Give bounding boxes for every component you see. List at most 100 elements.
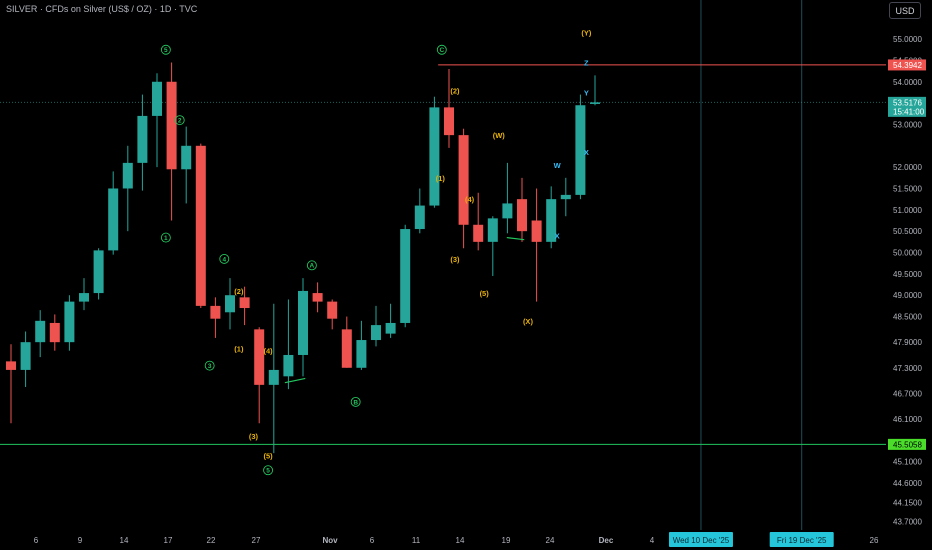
candle-body[interactable] xyxy=(531,220,542,242)
last-price-badge-text: 53.5176 xyxy=(893,98,922,107)
y-tick-label: 50.5000 xyxy=(893,227,922,236)
candle-body[interactable] xyxy=(312,293,323,302)
candle-body[interactable] xyxy=(458,135,469,225)
y-tick-label: 51.0000 xyxy=(893,206,922,215)
y-tick-label: 49.0000 xyxy=(893,291,922,300)
candle-body[interactable] xyxy=(429,107,440,206)
wave-label-circle xyxy=(204,360,215,371)
x-tick-label: 27 xyxy=(252,536,261,545)
x-tick-label: 14 xyxy=(456,536,465,545)
candle-body[interactable] xyxy=(560,194,571,200)
y-tick-label: 44.6000 xyxy=(893,479,922,488)
candle-body[interactable] xyxy=(356,340,367,368)
candle-body[interactable] xyxy=(254,329,265,385)
candle-body[interactable] xyxy=(298,290,308,355)
candle-body[interactable] xyxy=(327,301,338,319)
candle-body[interactable] xyxy=(590,102,600,104)
candle-body[interactable] xyxy=(93,250,104,294)
drawing-segment xyxy=(284,377,306,384)
wave-label-circle xyxy=(160,232,171,243)
wave-label: 5 xyxy=(266,468,270,475)
wave-label-circle xyxy=(350,396,361,407)
x-tick-label: 4 xyxy=(650,536,655,545)
currency-button[interactable]: USD xyxy=(889,2,921,19)
wave-label: (4) xyxy=(263,347,273,356)
wave-label: (Y) xyxy=(581,29,592,38)
candle-body[interactable] xyxy=(79,293,89,302)
candle-body[interactable] xyxy=(473,224,484,242)
wave-label: (2) xyxy=(234,287,244,296)
support-price-badge xyxy=(888,438,926,450)
y-tick-label: 49.5000 xyxy=(893,270,922,279)
last-price-badge-text: 15:41:00 xyxy=(893,107,925,116)
candle-body[interactable] xyxy=(502,203,513,219)
wave-label: 3 xyxy=(208,363,212,370)
date-marker-label: Fri 19 Dec '25 xyxy=(777,536,827,545)
candle-body[interactable] xyxy=(166,81,177,170)
candle-body[interactable] xyxy=(385,322,396,334)
wave-label: Z xyxy=(584,59,589,68)
y-tick-label: 45.1000 xyxy=(893,458,922,467)
candle-body[interactable] xyxy=(181,145,192,170)
candle-body[interactable] xyxy=(517,199,527,232)
y-tick-label: 48.5000 xyxy=(893,313,922,322)
candle-body[interactable] xyxy=(6,361,16,370)
wave-label: (4) xyxy=(465,195,475,204)
wave-label: X xyxy=(555,231,560,240)
wave-label: 4 xyxy=(222,256,226,263)
wave-label: B xyxy=(353,399,358,406)
candle-body[interactable] xyxy=(35,320,46,343)
candle-body[interactable] xyxy=(195,145,206,306)
candle-body[interactable] xyxy=(64,301,75,343)
wave-label-circle xyxy=(174,115,185,126)
candle-body[interactable] xyxy=(371,325,381,341)
y-tick-label: 54.0000 xyxy=(893,78,922,87)
candle-body[interactable] xyxy=(225,295,235,313)
candle-body[interactable] xyxy=(341,329,352,368)
x-tick-label: 22 xyxy=(207,536,216,545)
resistance-price-badge-text: 54.3942 xyxy=(893,61,922,70)
candle-body[interactable] xyxy=(268,369,279,385)
candle-body[interactable] xyxy=(152,81,162,116)
candle-body[interactable] xyxy=(122,162,133,189)
candle-body[interactable] xyxy=(400,229,411,323)
last-price-badge xyxy=(888,96,926,117)
y-tick-label: 46.7000 xyxy=(893,389,922,398)
y-tick-label: 52.0000 xyxy=(893,163,922,172)
candle-body[interactable] xyxy=(414,205,425,230)
candle-body[interactable] xyxy=(575,105,586,195)
date-marker-badge xyxy=(769,532,834,547)
wave-label: (W) xyxy=(493,131,506,140)
wave-label: (5) xyxy=(263,451,273,460)
x-tick-label: 17 xyxy=(164,536,173,545)
y-tick-label: 50.0000 xyxy=(893,249,922,258)
candle-body[interactable] xyxy=(108,188,119,251)
wave-label: X xyxy=(584,148,589,157)
candle-body[interactable] xyxy=(487,218,498,242)
candle-body[interactable] xyxy=(546,199,557,242)
wave-label: C xyxy=(439,47,444,54)
candle-body[interactable] xyxy=(20,342,31,370)
y-tick-label: 47.3000 xyxy=(893,364,922,373)
x-tick-label: 11 xyxy=(412,536,421,545)
candle-body[interactable] xyxy=(239,297,250,309)
candle-body[interactable] xyxy=(137,115,148,163)
candle-body[interactable] xyxy=(444,107,454,136)
x-tick-label: 9 xyxy=(78,536,83,545)
x-tick-label: 19 xyxy=(502,536,511,545)
wave-label: A xyxy=(310,263,315,270)
candle-body[interactable] xyxy=(283,354,294,377)
wave-label: (5) xyxy=(480,289,490,298)
wave-label-circle xyxy=(263,465,274,476)
wave-label: (3) xyxy=(450,255,460,264)
candle-body[interactable] xyxy=(210,305,221,319)
candle-body[interactable] xyxy=(49,322,60,343)
y-tick-label: 43.7000 xyxy=(893,517,922,526)
x-tick-label: 6 xyxy=(370,536,375,545)
drawing-segment xyxy=(506,236,525,241)
wave-label-circle xyxy=(436,44,447,55)
wave-label: (2) xyxy=(450,86,460,95)
wave-label: 1 xyxy=(164,235,168,242)
wave-label: (3) xyxy=(249,432,259,441)
